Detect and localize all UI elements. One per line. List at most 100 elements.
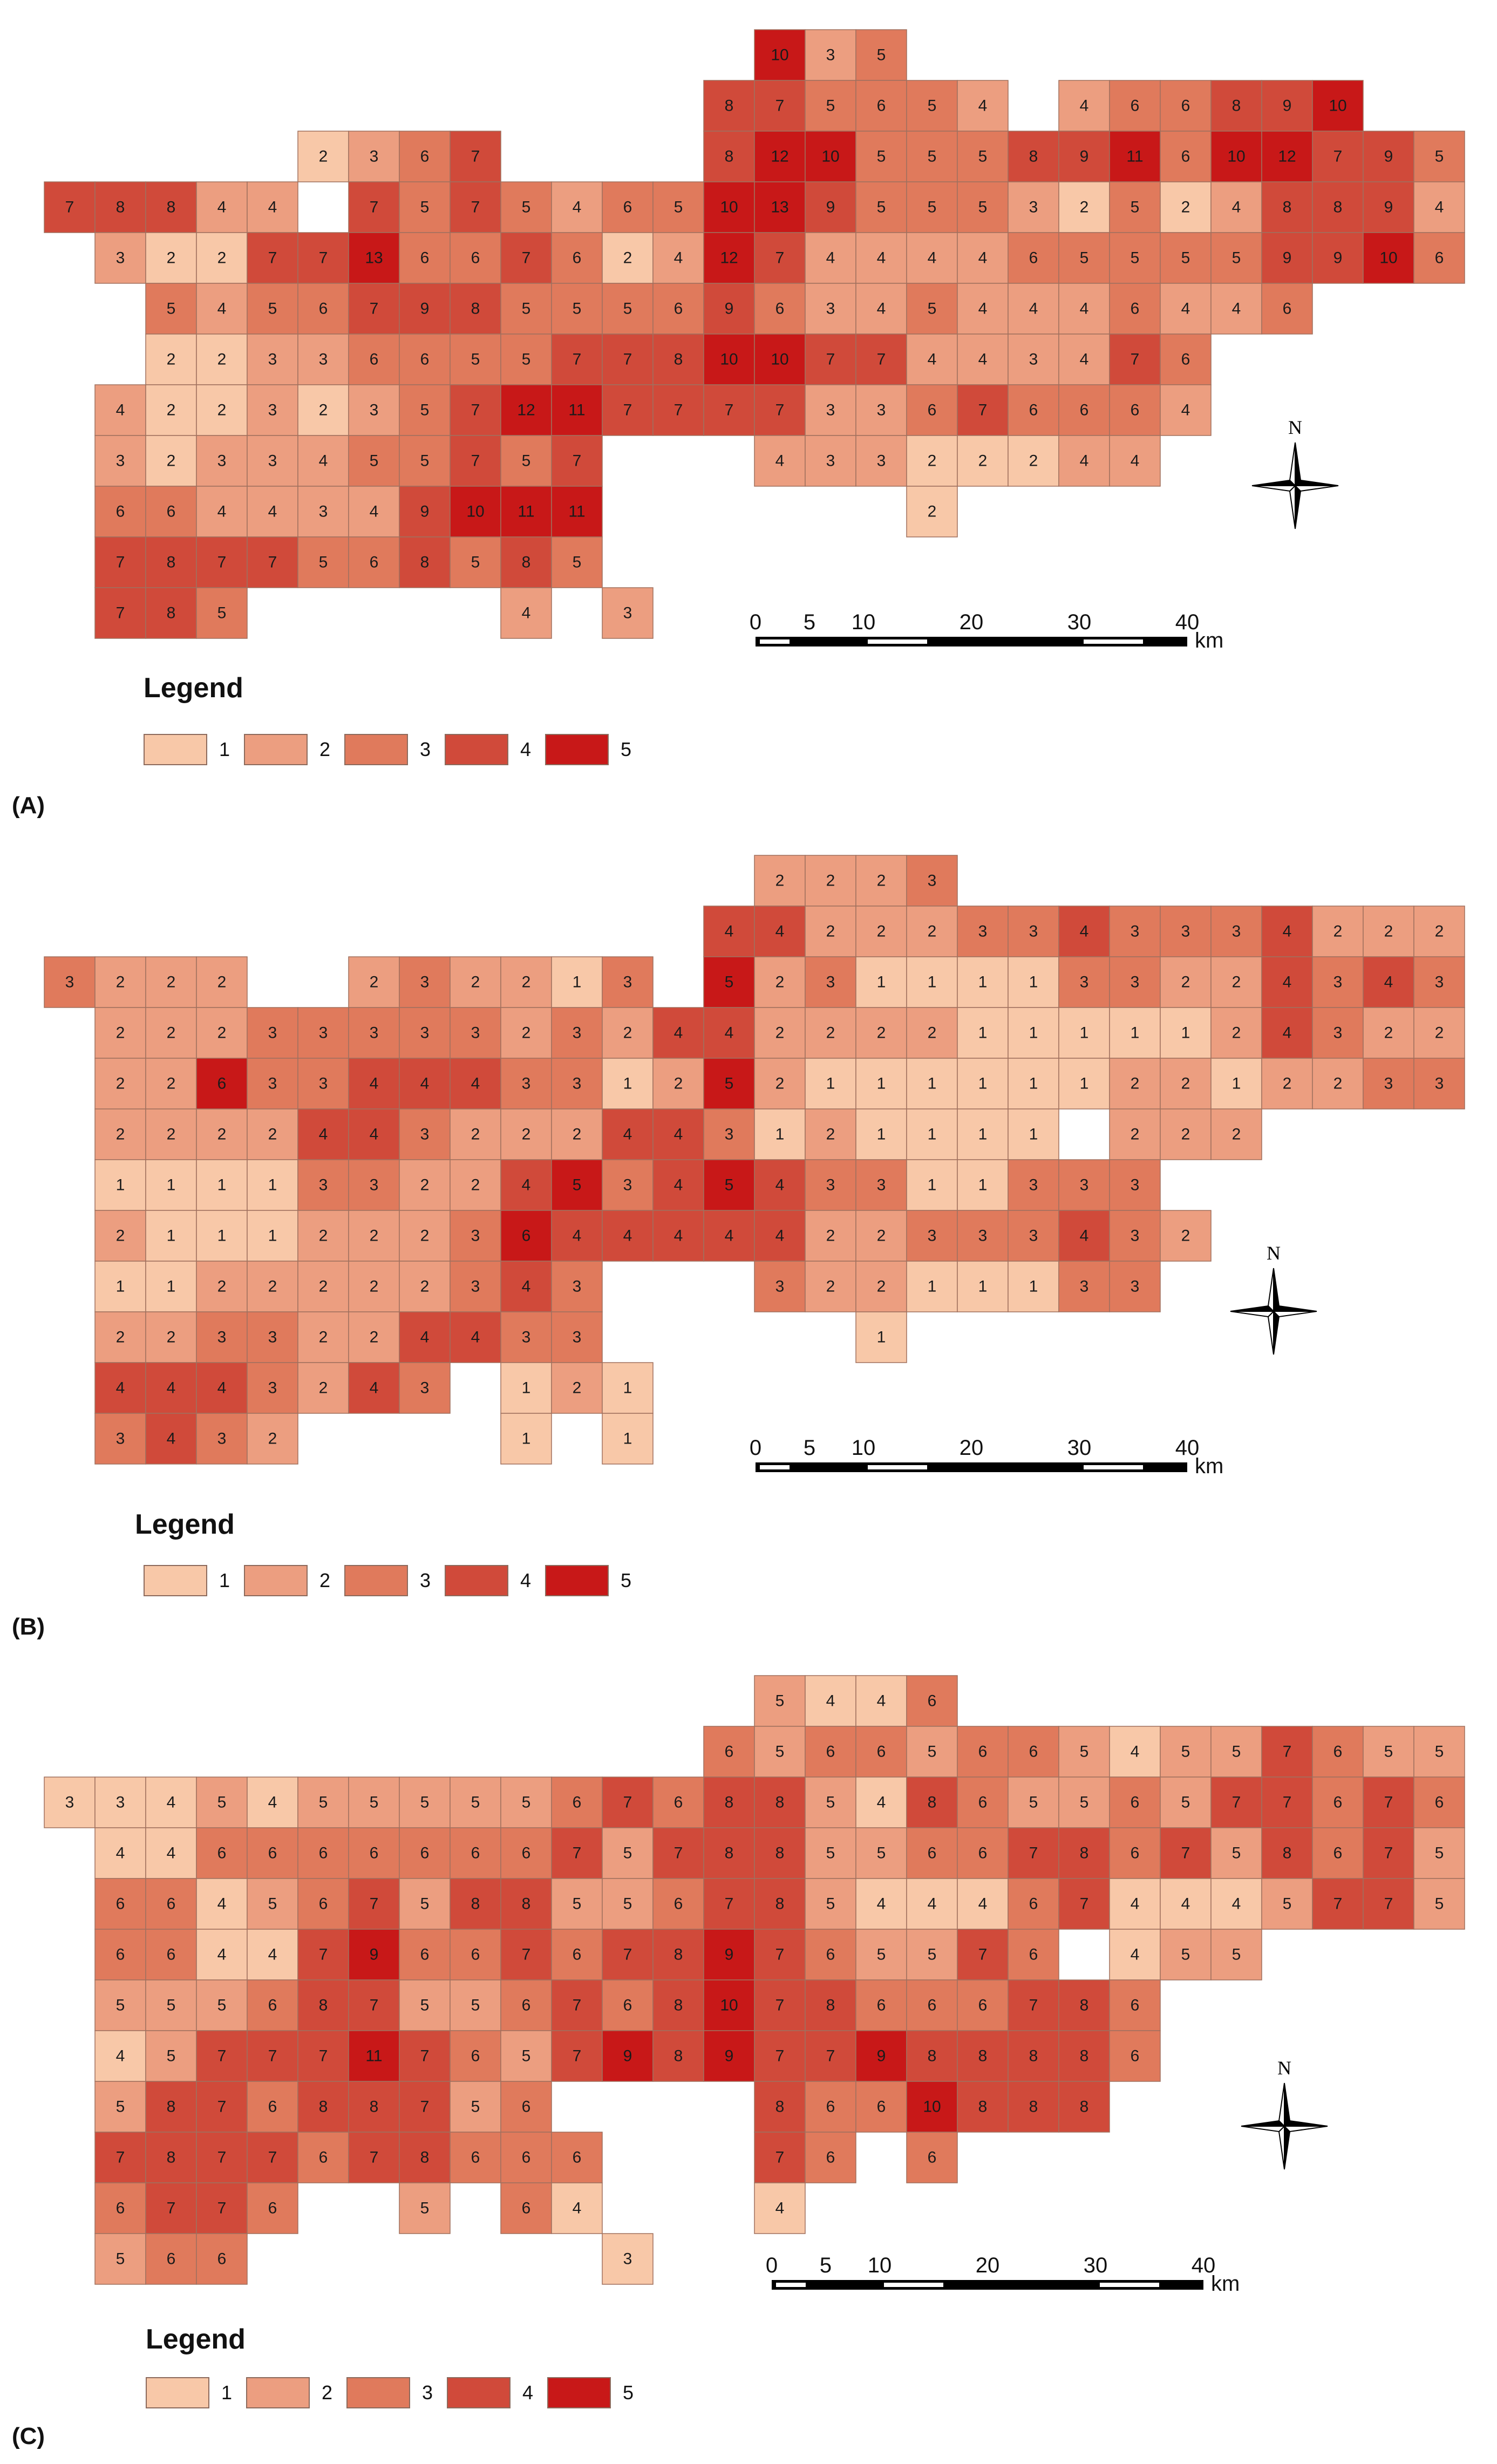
scale-segment-fill xyxy=(1084,639,1143,644)
grid-cell xyxy=(906,1675,958,1727)
cell-value: 4 xyxy=(674,1126,683,1143)
cell-value: 6 xyxy=(1131,1794,1140,1812)
cell-value: 6 xyxy=(319,2149,328,2167)
cell-value: 5 xyxy=(928,1743,937,1761)
grid-cell xyxy=(1109,1058,1161,1110)
grid-cell xyxy=(1008,384,1059,436)
cell-value: 6 xyxy=(370,554,379,571)
cell-value: 9 xyxy=(623,2047,632,2065)
legend-swatch xyxy=(144,1565,207,1596)
cell-value: 2 xyxy=(319,401,328,419)
north-arrow-point xyxy=(1289,442,1296,487)
legend-label: 4 xyxy=(522,2381,534,2404)
grid-cell xyxy=(1261,131,1313,182)
grid-cell xyxy=(247,1311,298,1363)
cell-value: 6 xyxy=(623,199,632,216)
scale-segment-fill xyxy=(976,1465,1035,1469)
cell-value: 8 xyxy=(167,554,176,571)
grid-cell xyxy=(1160,181,1212,233)
grid-cell xyxy=(602,1929,654,1980)
grid-cell xyxy=(247,486,298,537)
grid-cell xyxy=(551,1058,603,1110)
grid-cell xyxy=(145,2132,197,2183)
grid-cell xyxy=(703,333,755,385)
cell-value: 6 xyxy=(522,2200,531,2217)
grid-cell xyxy=(145,1108,197,1160)
cell-value: 8 xyxy=(420,2149,430,2167)
grid-cell xyxy=(805,1261,856,1312)
cell-value: 3 xyxy=(573,1075,582,1093)
cell-value: 5 xyxy=(268,1895,277,1913)
cell-value: 3 xyxy=(217,452,227,470)
cell-value: 4 xyxy=(826,1692,835,1710)
grid-cell xyxy=(754,906,806,957)
grid-cell xyxy=(1109,232,1161,284)
cell-value: 5 xyxy=(928,300,937,318)
cell-value: 4 xyxy=(1181,401,1190,419)
legend-swatch xyxy=(447,2377,511,2408)
cell-value: 7 xyxy=(978,401,988,419)
grid-cell xyxy=(602,283,654,335)
grid-cell xyxy=(855,1058,907,1110)
legend-item: 3 xyxy=(344,734,431,765)
cell-value: 3 xyxy=(877,452,886,470)
cell-value: 4 xyxy=(268,199,277,216)
grid-cell xyxy=(551,1362,603,1414)
grid-cell xyxy=(855,1776,907,1828)
scale-label: 10 xyxy=(852,610,876,634)
cell-value: 5 xyxy=(623,300,632,318)
cell-value: 4 xyxy=(471,1075,480,1093)
grid-cell xyxy=(1160,333,1212,385)
cell-value: 5 xyxy=(1181,1794,1190,1812)
scale-label: 40 xyxy=(1175,610,1200,634)
grid-map-b: 2 2 2 3 4 4 2 2 2 3 3 4 3 3 3 4 2 2 2 3 2 2 2 2 3 2 2 1 3 5 2 3 1 1 1 1 3 3 2 2… xyxy=(44,855,1465,1465)
grid-cell xyxy=(44,956,96,1008)
cell-value: 5 xyxy=(826,1844,835,1862)
cell-value: 6 xyxy=(826,1743,835,1761)
north-arrow-point xyxy=(1295,442,1302,487)
cell-value: 6 xyxy=(775,300,785,318)
cell-value: 4 xyxy=(522,604,531,622)
scale-segment-fill xyxy=(760,1465,790,1469)
grid-cell xyxy=(1109,333,1161,385)
cell-value: 1 xyxy=(877,974,886,991)
scale-segment-fill xyxy=(1084,1465,1143,1469)
cell-value: 4 xyxy=(1181,1895,1190,1913)
grid-cell xyxy=(500,1929,552,1980)
north-arrow-icon: N xyxy=(1241,2057,1328,2170)
cell-value: 1 xyxy=(522,1379,531,1397)
cell-value: 7 xyxy=(116,554,125,571)
cell-value: 9 xyxy=(370,1946,379,1964)
cell-value: 4 xyxy=(623,1126,632,1143)
cell-value: 5 xyxy=(573,1176,582,1194)
cell-value: 5 xyxy=(1131,199,1140,216)
legend-swatch xyxy=(545,734,609,765)
grid-cell xyxy=(1109,2030,1161,2082)
cell-value: 5 xyxy=(522,199,531,216)
grid-cell xyxy=(196,1210,248,1262)
grid-cell xyxy=(94,1058,146,1110)
cell-value: 6 xyxy=(268,1844,277,1862)
grid-cell xyxy=(196,232,248,284)
grid-cell xyxy=(348,1159,400,1211)
grid-cell xyxy=(906,1007,958,1059)
cell-value: 7 xyxy=(978,1946,988,1964)
grid-cell xyxy=(652,1827,704,1879)
cell-value: 6 xyxy=(370,351,379,369)
cell-value: 1 xyxy=(1181,1024,1190,1042)
cell-value: 4 xyxy=(522,1176,531,1194)
cell-value: 2 xyxy=(826,1227,835,1245)
cell-value: 6 xyxy=(471,2149,480,2167)
grid-cell xyxy=(602,1979,654,2031)
cell-value: 6 xyxy=(471,2047,480,2065)
grid-cell xyxy=(1008,1159,1059,1211)
grid-cell xyxy=(297,333,349,385)
grid-cell xyxy=(754,1929,806,1980)
scale-segment-fill xyxy=(868,639,927,644)
grid-cell xyxy=(1363,1726,1414,1778)
cell-value: 5 xyxy=(522,1794,531,1812)
cell-value: 5 xyxy=(573,300,582,318)
cell-value: 6 xyxy=(471,1844,480,1862)
grid-cell xyxy=(551,486,603,537)
